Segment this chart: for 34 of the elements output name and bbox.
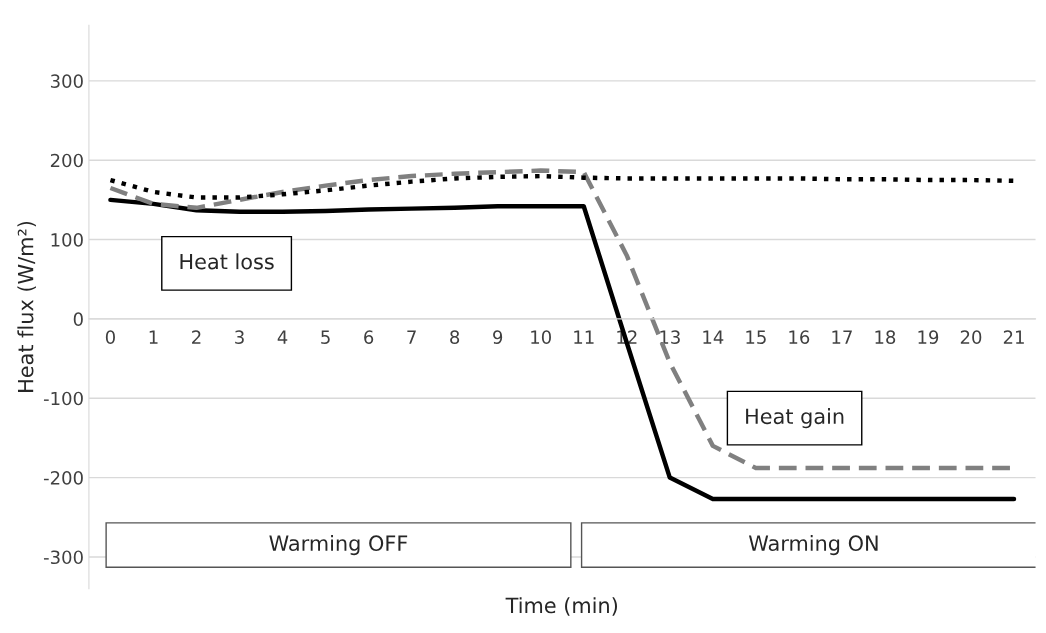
annotation: Heat loss [180, 253, 274, 270]
x-tick-label: 8 [450, 330, 460, 344]
x-tick-label: 13 [660, 330, 680, 344]
x-tick-label: 2 [192, 330, 201, 344]
x-tick-label: 16 [789, 330, 810, 344]
x-tick-label: 14 [703, 330, 724, 344]
x-tick-label: 7 [407, 330, 416, 344]
y-axis-title: Heat flux (W/m²) [17, 221, 36, 392]
x-tick-label: 18 [875, 330, 896, 344]
annotation: Warming OFF [269, 534, 408, 556]
annotation: Warming ON [748, 534, 878, 556]
x-tick-label: 3 [235, 330, 244, 344]
annotation: Heat gain [746, 408, 844, 429]
x-tick-label: 15 [746, 330, 766, 344]
x-tick-label: 11 [574, 330, 594, 344]
x-tick-label: 21 [1003, 330, 1024, 344]
x-tick-label: 5 [321, 330, 330, 344]
y-tick-label: -300 [43, 550, 83, 565]
x-axis-title: Time (min) [505, 597, 618, 616]
x-tick-label: 1 [149, 330, 158, 344]
x-tick-label: 4 [277, 330, 288, 344]
y-tick-label: 300 [50, 74, 83, 88]
x-tick-label: 19 [918, 330, 939, 344]
y-tick-label: 200 [50, 153, 83, 168]
y-tick-label: -200 [43, 471, 83, 485]
x-tick-label: 10 [531, 330, 551, 344]
y-tick-label: 100 [51, 233, 83, 247]
y-tick-label: 0 [73, 312, 83, 327]
x-tick-label: 6 [364, 330, 374, 344]
x-tick-label: 9 [493, 330, 503, 344]
x-tick-label: 0 [105, 330, 115, 344]
x-tick-label: 20 [960, 330, 982, 344]
x-tick-label: 17 [832, 330, 852, 344]
y-tick-label: -100 [43, 391, 83, 406]
